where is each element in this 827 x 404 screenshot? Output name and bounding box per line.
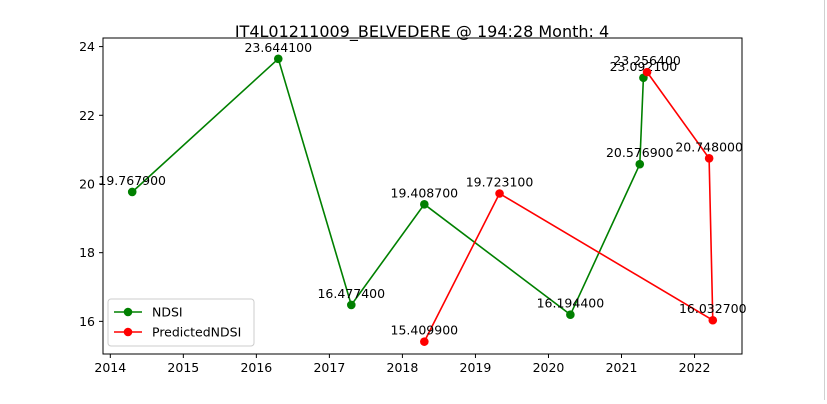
x-tick-label: 2019	[460, 360, 492, 375]
axes: 2014 2015 2016 2017 2018 2019 2020 2021 20221618…	[79, 37, 743, 375]
plot-area: 19.767900 23.644100 16.477400 19.408700 16.1…	[98, 40, 747, 346]
data-label: 20.748000	[675, 139, 743, 154]
x-tick-label: 2015	[167, 360, 199, 375]
series-line	[131, 57, 645, 316]
window-edge-divider	[824, 0, 825, 400]
x-tick-label: 2014	[94, 360, 126, 375]
data-point	[495, 189, 504, 198]
data-label: 16.194400	[537, 296, 605, 311]
x-tick-label: 2022	[679, 360, 711, 375]
series-ndsi: 19.767900 23.644100 16.477400 19.408700 16.1…	[98, 40, 677, 319]
data-label: 19.723100	[466, 174, 534, 189]
data-label: 23.092100	[610, 59, 678, 74]
x-tick-label: 2017	[313, 360, 345, 375]
x-tick-label: 2016	[240, 360, 272, 375]
data-point	[273, 54, 283, 64]
data-point	[420, 199, 429, 209]
data-label: 23.256400	[613, 53, 681, 68]
data-label: 16.032700	[679, 301, 747, 316]
data-point	[566, 310, 575, 319]
x-tick-label: 2021	[606, 360, 638, 375]
data-label: 23.644100	[244, 40, 312, 55]
legend-label: NDSI	[152, 305, 183, 320]
y-tick-label: 20	[79, 176, 95, 191]
data-point	[127, 187, 137, 197]
legend-marker	[123, 307, 133, 317]
x-tick-label: 2020	[533, 360, 565, 375]
y-tick-label: 22	[79, 108, 95, 123]
data-point	[708, 315, 718, 325]
data-label: 19.408700	[391, 185, 459, 200]
legend-box	[107, 298, 255, 347]
x-tick-label: 2018	[387, 360, 419, 375]
y-tick-label: 24	[79, 39, 95, 54]
data-label: 20.576900	[606, 145, 674, 160]
data-label: 15.409900	[391, 323, 459, 338]
y-tick-label: 18	[79, 245, 95, 260]
legend-marker	[123, 327, 133, 337]
data-point	[346, 300, 356, 310]
data-point	[642, 67, 652, 77]
data-label: 19.767900	[98, 173, 166, 188]
data-point	[635, 159, 645, 169]
data-label: 16.477400	[317, 286, 385, 301]
data-point	[704, 153, 714, 163]
legend: NDSI PredictedNDSI	[107, 298, 255, 347]
y-tick-label: 16	[79, 314, 95, 329]
data-point	[420, 337, 429, 346]
legend-label: PredictedNDSI	[152, 325, 241, 340]
series-predictedndsi: 15.409900 19.723100 16.032700 20.748000 23.2…	[391, 53, 747, 346]
axes-frame	[102, 37, 743, 355]
chart-title: IT4L01211009_BELVEDERE @ 194:28 Month: 4	[235, 22, 609, 42]
